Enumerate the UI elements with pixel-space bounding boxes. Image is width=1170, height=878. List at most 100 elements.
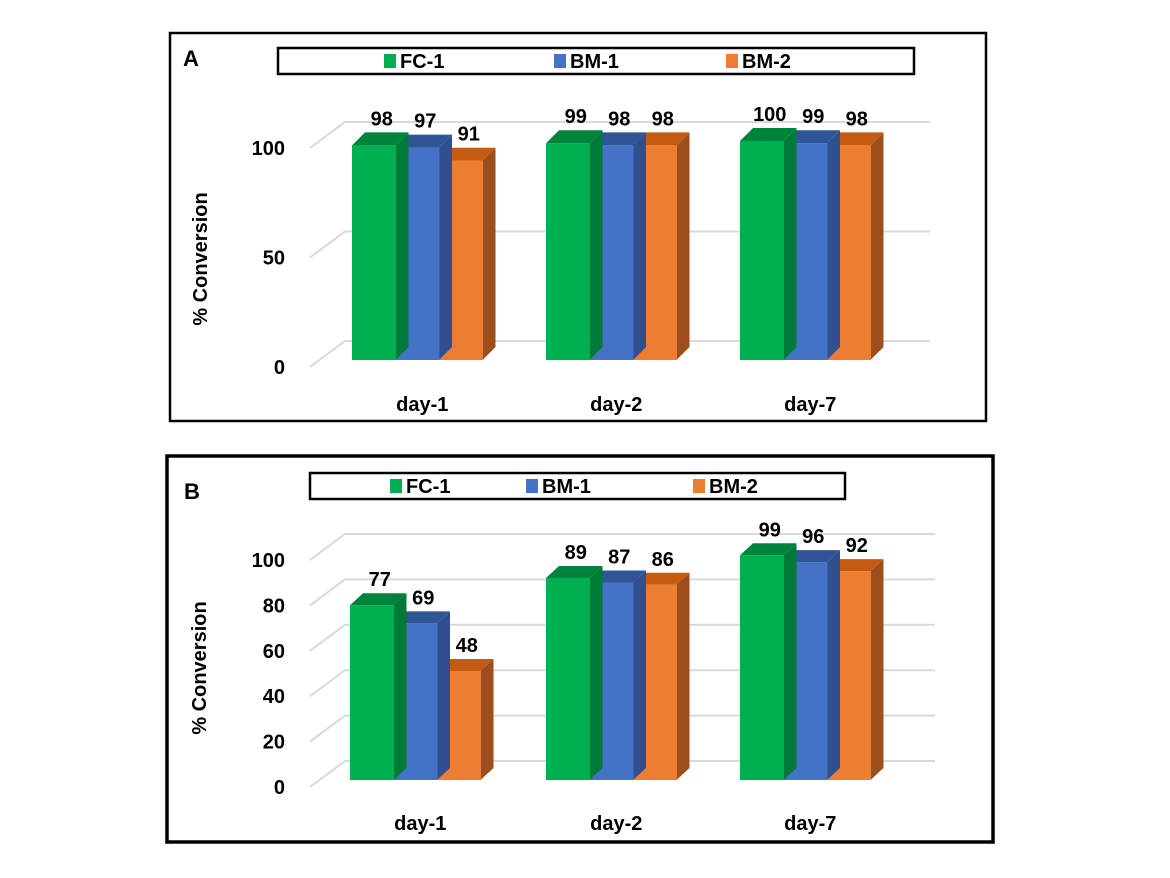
panel-b-letter: B (184, 479, 200, 504)
gridline (309, 121, 930, 149)
data-label-bm-2-day-7: 98 (846, 108, 868, 130)
bar-fc-1-day-1 (352, 145, 396, 360)
data-label-bm-1-day-7: 99 (802, 106, 824, 128)
y-tick-label: 100 (252, 138, 285, 160)
gridline (309, 714, 935, 743)
legend-label-bm-2: BM-2 (709, 476, 758, 498)
bar-top-bm-1-day-7 (783, 550, 840, 563)
bar-top-fc-1-day-1 (352, 132, 409, 146)
y-tick-label: 80 (263, 595, 285, 617)
bar-fc-1-day-2 (546, 577, 590, 780)
y-tick-label: 100 (252, 550, 285, 572)
y-tick-label: 50 (263, 248, 285, 270)
gridline (309, 230, 930, 259)
data-label-bm-2-day-1: 48 (456, 635, 478, 657)
bar-side-bm-2-day-1 (482, 147, 496, 360)
panel-b-gridlines (309, 533, 935, 788)
bar-side-bm-1-day-1 (439, 134, 452, 360)
legend-swatch-bm-1 (526, 479, 538, 493)
bar-top-bm-2-day-2 (633, 132, 690, 146)
panel-a-legend-entries: FC-1 BM-1 BM-2 (384, 51, 791, 73)
bar-side-fc-1-day-1 (393, 593, 407, 780)
gridline (309, 340, 930, 368)
bar-side-fc-1-day-1 (395, 132, 409, 360)
y-tick-label: 40 (263, 686, 285, 708)
data-label-bm-2-day-2: 86 (652, 549, 674, 571)
bar-top-bm-1-day-2 (589, 570, 646, 583)
bar-top-bm-1-day-2 (589, 132, 646, 146)
panel-a-category-labels: day-1 day-2 day-7 (396, 394, 836, 416)
bar-fc-1-day-7 (740, 141, 784, 360)
legend-swatch-bm-2 (693, 479, 705, 493)
bar-side-bm-2-day-7 (870, 559, 884, 780)
panel-b-y-axis-label: % Conversion (189, 601, 211, 734)
panel-a-border (168, 31, 988, 423)
data-label-fc-1-day-2: 99 (565, 106, 587, 128)
bar-top-bm-2-day-1 (437, 659, 494, 672)
bar-top-bm-2-day-2 (633, 572, 690, 585)
x-tick-label-day-2: day-2 (590, 813, 642, 835)
data-label-fc-1-day-1: 77 (369, 569, 391, 591)
bar-side-fc-1-day-7 (783, 543, 797, 780)
legend-label-fc-1: FC-1 (400, 51, 444, 73)
data-label-fc-1-day-2: 89 (565, 542, 587, 564)
panel-b-y-ticks: 0 20 40 60 80 100 (252, 550, 285, 799)
bar-fc-1-day-1 (350, 605, 394, 780)
data-label-fc-1-day-7: 100 (753, 104, 786, 126)
bar-side-bm-1-day-7 (827, 550, 840, 780)
legend-label-fc-1: FC-1 (406, 476, 450, 498)
data-label-bm-2-day-2: 98 (652, 108, 674, 130)
legend-swatch-bm-2 (726, 54, 738, 68)
legend-label-bm-2: BM-2 (742, 51, 791, 73)
legend-swatch-fc-1 (390, 479, 402, 493)
gridline (309, 669, 935, 698)
x-tick-label-day-1: day-1 (396, 394, 448, 416)
bar-top-bm-1-day-1 (393, 611, 450, 624)
bar-side-bm-2-day-1 (480, 659, 494, 780)
panel-b-category-labels: day-1 day-2 day-7 (394, 813, 836, 835)
bar-fc-1-day-7 (740, 555, 784, 780)
bar-side-bm-1-day-1 (437, 611, 450, 780)
panel-b-border (165, 454, 995, 844)
gridline (309, 578, 935, 607)
bar-side-fc-1-day-2 (589, 565, 603, 780)
gridline (309, 623, 935, 652)
panel-b-bars: 77 69 48 89 87 86 99 96 92 (350, 519, 884, 780)
data-label-bm-1-day-2: 98 (608, 108, 630, 130)
panel-a-bars: 98 97 91 99 98 98 100 99 98 (352, 104, 884, 360)
data-label-fc-1-day-1: 98 (371, 108, 393, 130)
bar-fc-1-day-2 (546, 143, 590, 360)
gridline (309, 760, 935, 788)
legend-swatch-bm-1 (554, 54, 566, 68)
panel-a-gridlines (309, 121, 930, 368)
data-label-bm-2-day-7: 92 (846, 535, 868, 557)
legend-label-bm-1: BM-1 (570, 51, 619, 73)
panel-b: B FC-1 BM-1 BM-2 0 20 40 60 80 100 % Conversion… (165, 454, 995, 844)
bar-top-bm-1-day-1 (395, 134, 452, 148)
x-tick-label-day-7: day-7 (784, 813, 836, 835)
gridline (309, 533, 935, 561)
y-tick-label: 20 (263, 732, 285, 754)
bar-top-fc-1-day-7 (740, 543, 797, 556)
data-label-bm-1-day-1: 69 (412, 587, 434, 609)
data-label-bm-1-day-7: 96 (802, 526, 824, 548)
bar-side-fc-1-day-2 (589, 130, 603, 360)
data-label-bm-1-day-1: 97 (414, 111, 436, 133)
x-tick-label-day-7: day-7 (784, 394, 836, 416)
y-tick-label: 0 (274, 777, 285, 799)
y-tick-label: 0 (274, 357, 285, 379)
bar-top-fc-1-day-7 (740, 128, 797, 141)
bar-top-bm-2-day-1 (439, 147, 496, 161)
bar-side-bm-2-day-7 (870, 132, 884, 360)
panel-a-y-ticks: 0 50 100 (252, 138, 285, 379)
y-tick-label: 60 (263, 641, 285, 663)
bar-top-fc-1-day-1 (350, 593, 407, 606)
bar-top-bm-2-day-7 (827, 132, 884, 146)
x-tick-label-day-1: day-1 (394, 813, 446, 835)
legend-label-bm-1: BM-1 (542, 476, 591, 498)
data-label-bm-2-day-1: 91 (458, 124, 480, 146)
bar-top-bm-2-day-7 (827, 559, 884, 572)
legend-swatch-fc-1 (384, 54, 396, 68)
bar-side-fc-1-day-7 (783, 128, 797, 360)
